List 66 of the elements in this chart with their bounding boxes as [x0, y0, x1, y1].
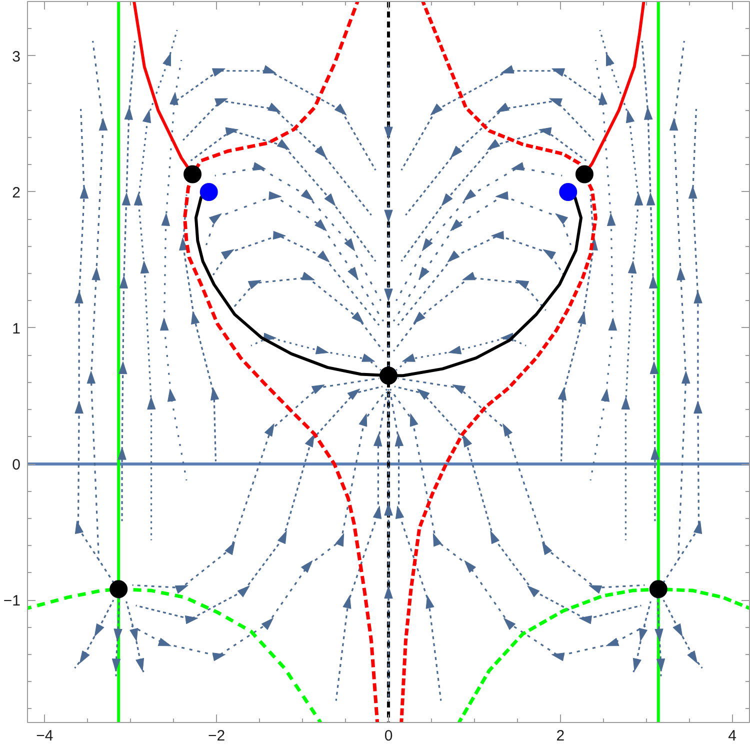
point — [110, 580, 128, 598]
point — [224, 542, 235, 555]
point — [314, 146, 326, 158]
point — [496, 102, 510, 112]
point — [417, 388, 430, 400]
point — [504, 618, 516, 630]
y-tick-label: −1 — [3, 592, 21, 610]
line-series — [182, 98, 372, 216]
point — [542, 542, 552, 555]
x-tick-label: −2 — [208, 728, 226, 744]
y-tick-label: 1 — [12, 320, 20, 338]
point — [575, 165, 594, 184]
point — [314, 219, 327, 232]
point — [98, 118, 108, 131]
y-tick-label: 3 — [12, 48, 20, 66]
x-tick-label: 2 — [556, 728, 565, 744]
x-tick-label: 0 — [384, 728, 393, 744]
point — [276, 139, 290, 150]
point — [649, 580, 668, 598]
point — [334, 104, 347, 116]
point — [347, 388, 360, 400]
line-series — [400, 2, 598, 722]
point — [184, 165, 202, 184]
point — [344, 238, 355, 252]
point — [380, 366, 398, 385]
point — [669, 118, 678, 131]
point — [262, 618, 274, 630]
point — [301, 560, 313, 573]
point — [600, 388, 610, 402]
point — [450, 219, 462, 232]
point — [167, 388, 176, 402]
point — [422, 238, 433, 252]
x-tick-label: −4 — [36, 728, 54, 744]
y-tick-label: 0 — [12, 456, 20, 474]
point — [502, 424, 512, 437]
point — [418, 266, 430, 280]
line-series — [74, 599, 114, 669]
point — [441, 193, 453, 206]
point — [430, 104, 442, 116]
point — [464, 560, 476, 573]
point — [268, 102, 281, 112]
point — [450, 146, 462, 158]
point — [559, 182, 578, 201]
point — [447, 250, 460, 262]
point — [140, 260, 150, 274]
x-tick-label: 4 — [728, 728, 736, 744]
point — [352, 312, 364, 324]
point — [324, 193, 336, 206]
point — [527, 586, 540, 598]
line-series — [404, 98, 595, 216]
point — [317, 250, 330, 262]
point — [134, 192, 143, 206]
point — [634, 192, 644, 206]
point — [301, 189, 314, 201]
point — [273, 230, 286, 240]
point — [264, 424, 274, 437]
point — [200, 182, 218, 201]
point — [487, 139, 500, 150]
point — [348, 266, 358, 280]
point — [413, 312, 426, 324]
point — [491, 230, 504, 240]
y-tick-label: 2 — [12, 184, 20, 202]
line-series — [662, 599, 704, 669]
point — [628, 260, 637, 274]
point — [464, 189, 476, 201]
point — [237, 586, 250, 598]
